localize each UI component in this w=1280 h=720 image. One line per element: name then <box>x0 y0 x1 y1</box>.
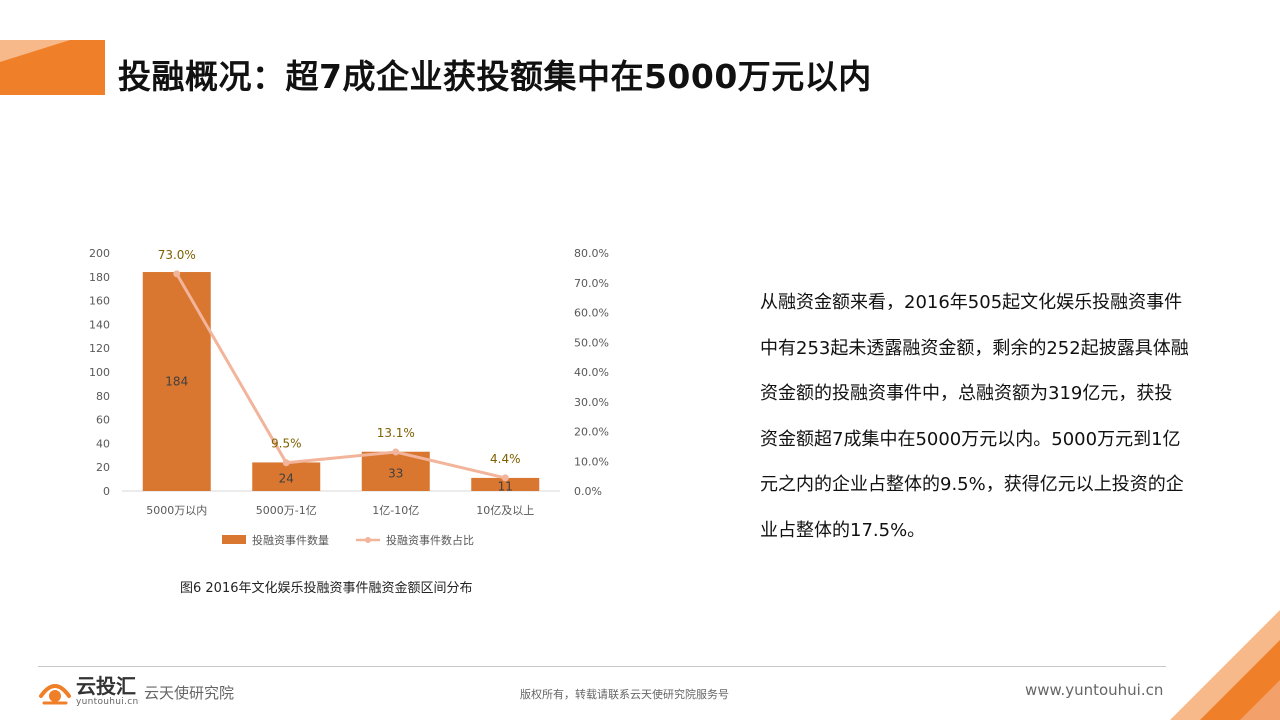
y-left-tick-label: 40 <box>96 437 110 450</box>
y-left-tick-label: 200 <box>89 247 110 260</box>
bar-value-label: 33 <box>388 466 403 480</box>
y-right-tick-label: 70.0% <box>574 277 609 290</box>
logo-name: 云投汇 <box>76 673 136 698</box>
y-left-tick-label: 140 <box>89 318 110 331</box>
share-value-label: 9.5% <box>271 437 302 451</box>
logo-mark-icon <box>39 684 71 705</box>
bar-value-label: 184 <box>165 375 188 389</box>
y-right-tick-label: 10.0% <box>574 455 609 468</box>
y-right-tick-label: 30.0% <box>574 396 609 409</box>
y-right-tick-label: 80.0% <box>574 247 609 260</box>
top-left-accent-shape <box>0 40 105 95</box>
bottom-right-accent-shape <box>1170 610 1280 720</box>
x-tick-label: 5000万-1亿 <box>256 504 317 517</box>
logo-url: yuntouhui.cn <box>76 696 139 707</box>
share-series-line <box>175 273 506 480</box>
analysis-paragraph: 从融资金额来看，2016年505起文化娱乐投融资事件中有253起未透露融资金额，… <box>760 292 1189 541</box>
bar-value-label: 24 <box>279 472 294 486</box>
chart-caption: 图6 2016年文化娱乐投融资事件融资金额区间分布 <box>180 580 473 596</box>
x-tick-label: 10亿及以上 <box>476 504 534 517</box>
x-tick-label: 5000万以内 <box>146 503 207 517</box>
copyright-notice: 版权所有，转载请联系云天使研究院服务号 <box>520 688 729 701</box>
y-left-tick-label: 20 <box>96 461 110 474</box>
funding-distribution-chart: 0 20 40 60 80 100 120 140 160 180 200 0.0% 10.0% 20.0… <box>89 247 609 596</box>
share-value-label: 13.1% <box>377 426 415 440</box>
legend-line-label: 投融资事件数占比 <box>386 533 474 547</box>
x-tick-label: 1亿-10亿 <box>372 504 419 517</box>
share-value-label: 4.4% <box>490 452 521 466</box>
y-right-tick-label: 20.0% <box>574 426 609 439</box>
y-left-tick-label: 160 <box>89 295 110 308</box>
share-point <box>501 474 509 482</box>
institute-name: 云天使研究院 <box>144 684 235 702</box>
page-title: 投融概况：超7成企业获投额集中在5000万元以内 <box>118 57 872 96</box>
y-left-tick-label: 120 <box>89 342 110 355</box>
share-point <box>173 270 181 278</box>
y-left-tick-label: 60 <box>96 414 110 427</box>
y-right-tick-label: 60.0% <box>574 307 609 320</box>
bar-value-label: 11 <box>498 479 513 493</box>
share-point <box>282 459 290 467</box>
share-value-label: 73.0% <box>158 248 196 262</box>
brand-logo[interactable]: 云投汇 yuntouhui.cn <box>38 674 139 708</box>
bar <box>471 477 540 491</box>
y-right-tick-label: 50.0% <box>574 336 609 349</box>
footer-divider <box>38 666 1166 667</box>
y-right-tick-label: 0.0% <box>574 485 602 498</box>
share-point <box>392 448 400 456</box>
bar <box>142 272 211 491</box>
bar <box>252 462 321 491</box>
legend-bar-swatch <box>222 535 246 544</box>
legend-bar-label: 投融资事件数量 <box>252 533 329 547</box>
y-left-tick-label: 80 <box>96 390 110 403</box>
y-left-tick-label: 0 <box>103 485 110 498</box>
y-right-tick-label: 40.0% <box>574 366 609 379</box>
y-left-tick-label: 100 <box>89 366 110 379</box>
website-link[interactable]: www.yuntouhui.cn <box>1025 681 1164 699</box>
y-left-tick-label: 180 <box>89 271 110 284</box>
legend-line-marker <box>365 537 371 543</box>
